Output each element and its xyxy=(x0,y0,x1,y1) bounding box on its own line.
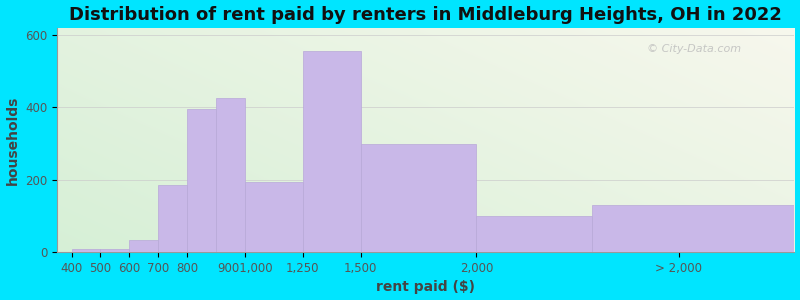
Bar xyxy=(592,205,794,252)
Bar xyxy=(101,248,130,252)
Bar xyxy=(245,182,303,252)
Text: © City-Data.com: © City-Data.com xyxy=(647,44,741,54)
Bar xyxy=(361,144,476,252)
Bar xyxy=(158,185,187,252)
Bar xyxy=(130,239,158,252)
Bar xyxy=(71,248,101,252)
Y-axis label: households: households xyxy=(6,95,19,185)
X-axis label: rent paid ($): rent paid ($) xyxy=(376,280,475,294)
Bar xyxy=(303,51,361,252)
Bar xyxy=(216,98,245,252)
Bar xyxy=(476,216,592,252)
Bar xyxy=(187,109,216,252)
Title: Distribution of rent paid by renters in Middleburg Heights, OH in 2022: Distribution of rent paid by renters in … xyxy=(70,6,782,24)
